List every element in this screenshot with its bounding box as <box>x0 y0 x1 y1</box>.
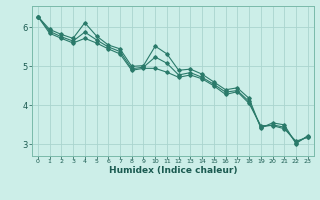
X-axis label: Humidex (Indice chaleur): Humidex (Indice chaleur) <box>108 166 237 175</box>
